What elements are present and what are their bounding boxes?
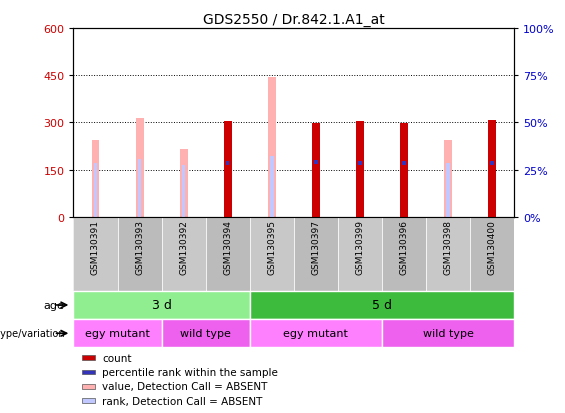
Bar — [118, 217, 162, 291]
Title: GDS2550 / Dr.842.1.A1_at: GDS2550 / Dr.842.1.A1_at — [203, 12, 385, 26]
Bar — [444, 141, 452, 217]
Bar — [162, 217, 206, 291]
Bar — [82, 356, 95, 360]
Bar — [270, 157, 273, 217]
Bar — [82, 370, 95, 375]
Bar — [356, 165, 364, 217]
Bar — [356, 121, 364, 217]
Text: GSM130399: GSM130399 — [355, 219, 364, 274]
Bar — [94, 163, 97, 217]
Text: 5 d: 5 d — [372, 299, 392, 312]
Bar — [73, 217, 118, 291]
Bar — [358, 161, 362, 217]
Bar — [250, 217, 294, 291]
Bar — [314, 161, 318, 217]
Bar — [250, 291, 514, 319]
Bar — [400, 165, 408, 217]
Bar — [162, 319, 250, 348]
Bar — [268, 78, 276, 217]
Text: age: age — [44, 300, 64, 310]
Bar — [250, 319, 382, 348]
Bar — [206, 217, 250, 291]
Text: GSM130395: GSM130395 — [267, 219, 276, 274]
Text: GSM130393: GSM130393 — [135, 219, 144, 274]
Bar — [470, 217, 514, 291]
Text: GSM130396: GSM130396 — [399, 219, 408, 274]
Text: wild type: wild type — [423, 328, 473, 339]
Text: GSM130397: GSM130397 — [311, 219, 320, 274]
Bar — [92, 140, 99, 217]
Text: GSM130400: GSM130400 — [488, 219, 497, 274]
Bar — [73, 319, 162, 348]
Text: GSM130392: GSM130392 — [179, 219, 188, 274]
Bar — [382, 319, 514, 348]
Bar — [136, 119, 144, 217]
Bar — [426, 217, 470, 291]
Bar — [490, 161, 494, 217]
Bar — [312, 164, 320, 217]
Bar — [338, 217, 382, 291]
Bar — [224, 165, 232, 217]
Bar — [400, 124, 408, 217]
Text: egy mutant: egy mutant — [284, 328, 348, 339]
Bar — [73, 291, 250, 319]
Bar — [180, 150, 188, 217]
Text: GSM130391: GSM130391 — [91, 219, 100, 274]
Text: percentile rank within the sample: percentile rank within the sample — [102, 367, 278, 377]
Bar — [402, 161, 406, 217]
Bar — [82, 384, 95, 389]
Text: 3 d: 3 d — [151, 299, 172, 312]
Text: rank, Detection Call = ABSENT: rank, Detection Call = ABSENT — [102, 396, 263, 406]
Bar — [312, 124, 320, 217]
Text: count: count — [102, 353, 132, 363]
Bar — [224, 121, 232, 217]
Text: value, Detection Call = ABSENT: value, Detection Call = ABSENT — [102, 382, 267, 392]
Bar — [446, 164, 450, 217]
Bar — [294, 217, 338, 291]
Bar — [182, 166, 185, 217]
Text: GSM130398: GSM130398 — [444, 219, 453, 274]
Bar — [382, 217, 426, 291]
Text: wild type: wild type — [180, 328, 231, 339]
Bar — [138, 160, 141, 217]
Text: genotype/variation: genotype/variation — [0, 328, 64, 339]
Text: GSM130394: GSM130394 — [223, 219, 232, 274]
Bar — [82, 399, 95, 403]
Text: egy mutant: egy mutant — [85, 328, 150, 339]
Bar — [226, 161, 229, 217]
Bar — [488, 121, 496, 217]
Bar — [488, 165, 496, 217]
